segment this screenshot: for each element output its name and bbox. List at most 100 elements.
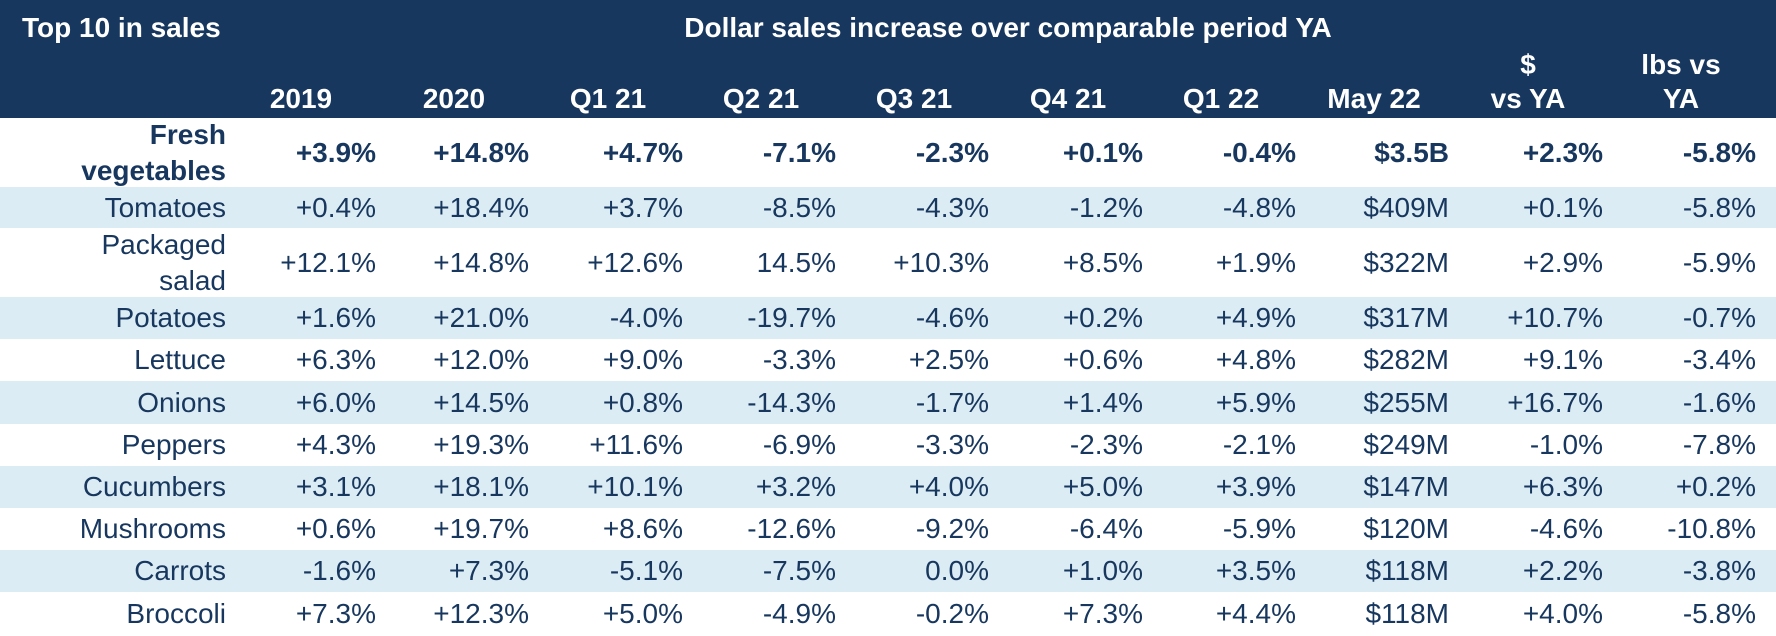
row-label-line: Lettuce <box>134 344 226 375</box>
table-cell: -6.9% <box>762 429 836 460</box>
table-cell: -2.3% <box>1069 429 1143 460</box>
row-label-text: Packaged salad <box>101 227 226 299</box>
table-row: Broccoli +7.3% +12.3% +5.0% -4.9% -0.2% +7.3% +… <box>0 592 1776 636</box>
table-cell: -4.9% <box>762 598 836 629</box>
table-cell: $120M <box>1363 513 1449 544</box>
table-cell: -7.8% <box>1682 429 1756 460</box>
table-cell: +9.0% <box>602 344 683 375</box>
row-label: Potatoes <box>0 297 226 339</box>
table-cell: -1.0% <box>1529 429 1603 460</box>
table-cell: +0.6% <box>295 513 376 544</box>
table-cell: +3.7% <box>602 191 683 223</box>
column-header: Q1 22 <box>1136 46 1306 118</box>
table-cell: +14.8% <box>433 246 529 278</box>
column-header: Q2 21 <box>676 46 846 118</box>
row-label-line: Broccoli <box>126 598 226 629</box>
table-cell: 0.0% <box>925 555 989 586</box>
row-label-text: Mushrooms <box>80 511 226 547</box>
column-header: Q3 21 <box>829 46 999 118</box>
row-label-text: Broccoli <box>126 596 226 632</box>
table-cell: +0.6% <box>1062 344 1143 375</box>
table-cell: $255M <box>1363 386 1449 418</box>
table-row: Carrots -1.6% +7.3% -5.1% -7.5% 0.0% +1.0% +3.5… <box>0 550 1776 592</box>
row-label-text: Fresh vegetables <box>81 117 226 189</box>
row-label-line: Potatoes <box>115 302 226 333</box>
column-header-line: Q1 21 <box>569 83 647 114</box>
column-header: $ vs YA <box>1443 46 1613 118</box>
column-header-line: 2020 <box>422 83 486 114</box>
table-cell: +5.0% <box>1062 471 1143 502</box>
table-cell: +6.0% <box>295 386 376 418</box>
table-cell: +12.1% <box>280 246 376 278</box>
table-cell: +4.0% <box>1522 598 1603 629</box>
table-row: Peppers +4.3% +19.3% +11.6% -6.9% -3.3% -2.3% -… <box>0 424 1776 466</box>
table-cell: +10.3% <box>893 246 989 278</box>
table-cell: +1.9% <box>1215 246 1296 278</box>
row-label-line: Packaged <box>101 228 226 260</box>
row-label-text: Carrots <box>134 553 226 589</box>
table-row: Fresh vegetables +3.9% +14.8% +4.7% -7.1% -2.3… <box>0 118 1776 187</box>
column-header: Q1 21 <box>523 46 693 118</box>
table-cell: $317M <box>1363 302 1449 333</box>
table-cell: $322M <box>1363 246 1449 278</box>
column-header-line: YA <box>1662 83 1700 114</box>
table-row: Lettuce +6.3% +12.0% +9.0% -3.3% +2.5% +0.6% +4… <box>0 339 1776 381</box>
table-cell: -5.9% <box>1682 246 1756 278</box>
column-header-line: Q4 21 <box>1029 83 1107 114</box>
table-cell: -9.2% <box>915 513 989 544</box>
table-cell: $147M <box>1363 471 1449 502</box>
table-cell: +2.9% <box>1522 246 1603 278</box>
table-cell: -3.3% <box>915 429 989 460</box>
column-header: Q4 21 <box>983 46 1153 118</box>
table-cell: -1.2% <box>1069 191 1143 223</box>
column-header-line: May 22 <box>1327 83 1421 114</box>
row-label: Carrots <box>0 550 226 592</box>
row-label-line: Cucumbers <box>82 471 226 502</box>
row-label: Broccoli <box>0 592 226 636</box>
row-label-text: Potatoes <box>115 300 226 336</box>
table-cell: +1.4% <box>1062 386 1143 418</box>
table-row: Mushrooms +0.6% +19.7% +8.6% -12.6% -9.2% -6.4… <box>0 508 1776 550</box>
table-row: Potatoes +1.6% +21.0% -4.0% -19.7% -4.6% +0.2%… <box>0 297 1776 339</box>
table-cell: +19.3% <box>433 429 529 460</box>
table-cell: -4.3% <box>915 191 989 223</box>
table-cell: +4.0% <box>908 471 989 502</box>
row-label-line: Fresh <box>149 118 226 150</box>
table-cell: $409M <box>1363 191 1449 223</box>
table-cell: -3.4% <box>1682 344 1756 375</box>
table-cell: -7.1% <box>762 136 836 168</box>
table-cell: -5.8% <box>1682 191 1756 223</box>
table-cell: +7.3% <box>295 598 376 629</box>
table-cell: -4.0% <box>609 302 683 333</box>
table-cell: -12.6% <box>747 513 836 544</box>
column-header-line: Q2 21 <box>722 83 800 114</box>
table-cell: +4.9% <box>1215 302 1296 333</box>
table-cell: +3.1% <box>295 471 376 502</box>
row-label-text: Tomatoes <box>105 190 226 226</box>
table-cell: +0.4% <box>295 191 376 223</box>
row-label: Packaged salad <box>0 228 226 297</box>
table-cell: -1.6% <box>1682 386 1756 418</box>
table-cell: +1.6% <box>295 302 376 333</box>
table-cell: +8.6% <box>602 513 683 544</box>
table-cell: +3.2% <box>755 471 836 502</box>
table-cell: +10.1% <box>587 471 683 502</box>
table-cell: +16.7% <box>1507 386 1603 418</box>
row-label: Tomatoes <box>0 187 226 228</box>
row-label: Onions <box>0 381 226 424</box>
row-label: Cucumbers <box>0 466 226 508</box>
table-cell: +18.1% <box>433 471 529 502</box>
row-label-text: Onions <box>137 385 226 421</box>
column-header: lbs vs YA <box>1596 46 1766 118</box>
table-cell: +12.0% <box>433 344 529 375</box>
column-header-line: Q3 21 <box>875 83 953 114</box>
table-cell: -2.3% <box>915 136 989 168</box>
table-cell: -4.6% <box>1529 513 1603 544</box>
row-label-text: Cucumbers <box>83 469 226 505</box>
table-cell: +6.3% <box>1522 471 1603 502</box>
row-label-line: salad <box>159 264 226 296</box>
table-cell: +19.7% <box>433 513 529 544</box>
row-label-text: Lettuce <box>134 342 226 378</box>
table-cell: +3.9% <box>1215 471 1296 502</box>
table-cell: -1.7% <box>915 386 989 418</box>
